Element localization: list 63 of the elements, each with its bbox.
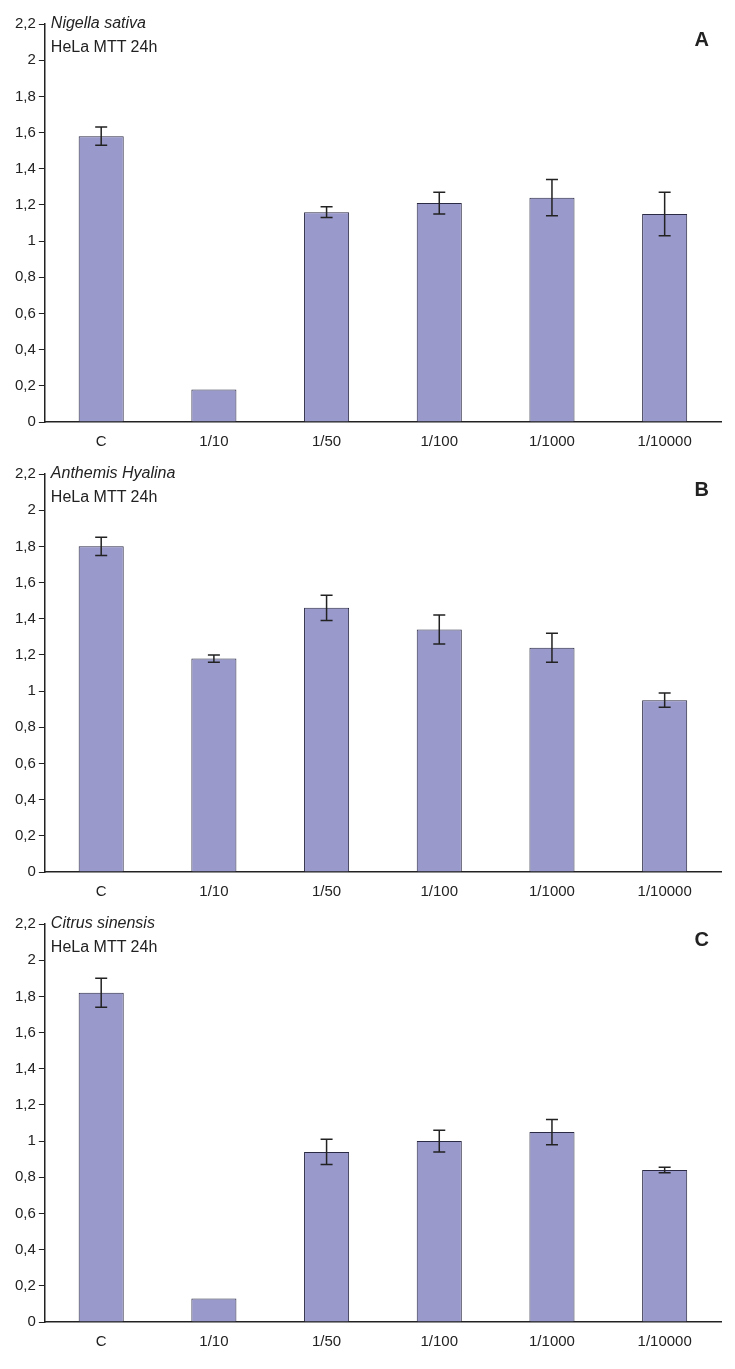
y-tick-label: 0,4	[14, 1239, 36, 1257]
y-tick-label: 1,2	[14, 645, 36, 663]
x-tick-label: 1/10	[199, 882, 229, 900]
y-tick-label: 1,2	[14, 1095, 36, 1113]
x-tick-label: 1/10000	[637, 882, 692, 900]
y-tick-label: 0,4	[14, 789, 36, 807]
y-tick-label: 2	[27, 950, 36, 968]
y-tick-label: 1	[27, 681, 36, 699]
y-tick-label: 0,2	[14, 825, 36, 843]
y-tick-label: 1,4	[14, 158, 36, 176]
y-tick-label: 1,6	[14, 572, 36, 590]
y-tick-label: 0,2	[14, 1275, 36, 1293]
y-tick-label: 0	[27, 1312, 36, 1330]
y-tick-label: 1	[27, 231, 36, 249]
x-tick-label: 1/10	[199, 1332, 229, 1350]
y-tick-label: 2,2	[14, 464, 36, 482]
chart-title: Nigella sativa	[50, 14, 147, 32]
x-tick-label: 1/50	[311, 882, 342, 900]
y-tick-label: 1,6	[14, 1022, 36, 1040]
x-tick-label: C	[95, 1332, 107, 1350]
y-tick-label: 0,6	[14, 1203, 36, 1221]
annotation: A	[694, 27, 709, 50]
x-tick-label: 1/1000	[529, 432, 575, 450]
y-tick-label: 0,2	[14, 375, 36, 393]
y-tick-label: 0,4	[14, 339, 36, 357]
y-tick-label: 1,4	[14, 608, 36, 626]
x-tick-label: 1/1000	[529, 1332, 575, 1350]
x-tick-label: 1/100	[420, 432, 459, 450]
y-tick-label: 2,2	[14, 914, 36, 932]
y-tick-label: 0,8	[14, 717, 36, 735]
y-tick-label: 1,8	[14, 986, 36, 1004]
y-tick-label: 0,6	[14, 303, 36, 321]
x-tick-label: 1/10	[199, 432, 229, 450]
y-tick-label: 2,2	[14, 14, 36, 32]
x-tick-label: 1/50	[311, 1332, 342, 1350]
annotation: C	[694, 927, 709, 950]
y-tick-label: 1	[27, 1131, 36, 1149]
x-tick-label: C	[95, 882, 107, 900]
chart-title: Citrus sinensis	[50, 914, 155, 932]
y-tick-label: 1,4	[14, 1058, 36, 1076]
y-tick-label: 0	[27, 412, 36, 430]
x-tick-label: 1/10000	[637, 432, 692, 450]
y-tick-label: 2	[27, 500, 36, 518]
x-tick-label: 1/1000	[529, 882, 575, 900]
y-tick-label: 1,2	[14, 195, 36, 213]
x-tick-label: 1/10000	[637, 1332, 692, 1350]
text: HeLa MTT 24h	[50, 488, 158, 506]
x-tick-label: 1/100	[420, 1332, 459, 1350]
y-tick-label: 1,8	[14, 536, 36, 554]
chart-title: Anthemis Hyalina	[49, 464, 176, 482]
y-tick-label: 0,6	[14, 753, 36, 771]
y-tick-label: 0	[27, 862, 36, 880]
x-tick-label: 1/100	[420, 882, 459, 900]
y-tick-label: 1,6	[14, 122, 36, 140]
text: HeLa MTT 24h	[50, 38, 158, 56]
y-tick-label: 2	[27, 50, 36, 68]
x-tick-label: 1/50	[311, 432, 342, 450]
y-tick-label: 0,8	[14, 267, 36, 285]
text: HeLa MTT 24h	[50, 938, 158, 956]
x-tick-label: C	[95, 432, 107, 450]
annotation: B	[694, 477, 709, 500]
y-tick-label: 0,8	[14, 1167, 36, 1185]
y-tick-label: 1,8	[14, 86, 36, 104]
